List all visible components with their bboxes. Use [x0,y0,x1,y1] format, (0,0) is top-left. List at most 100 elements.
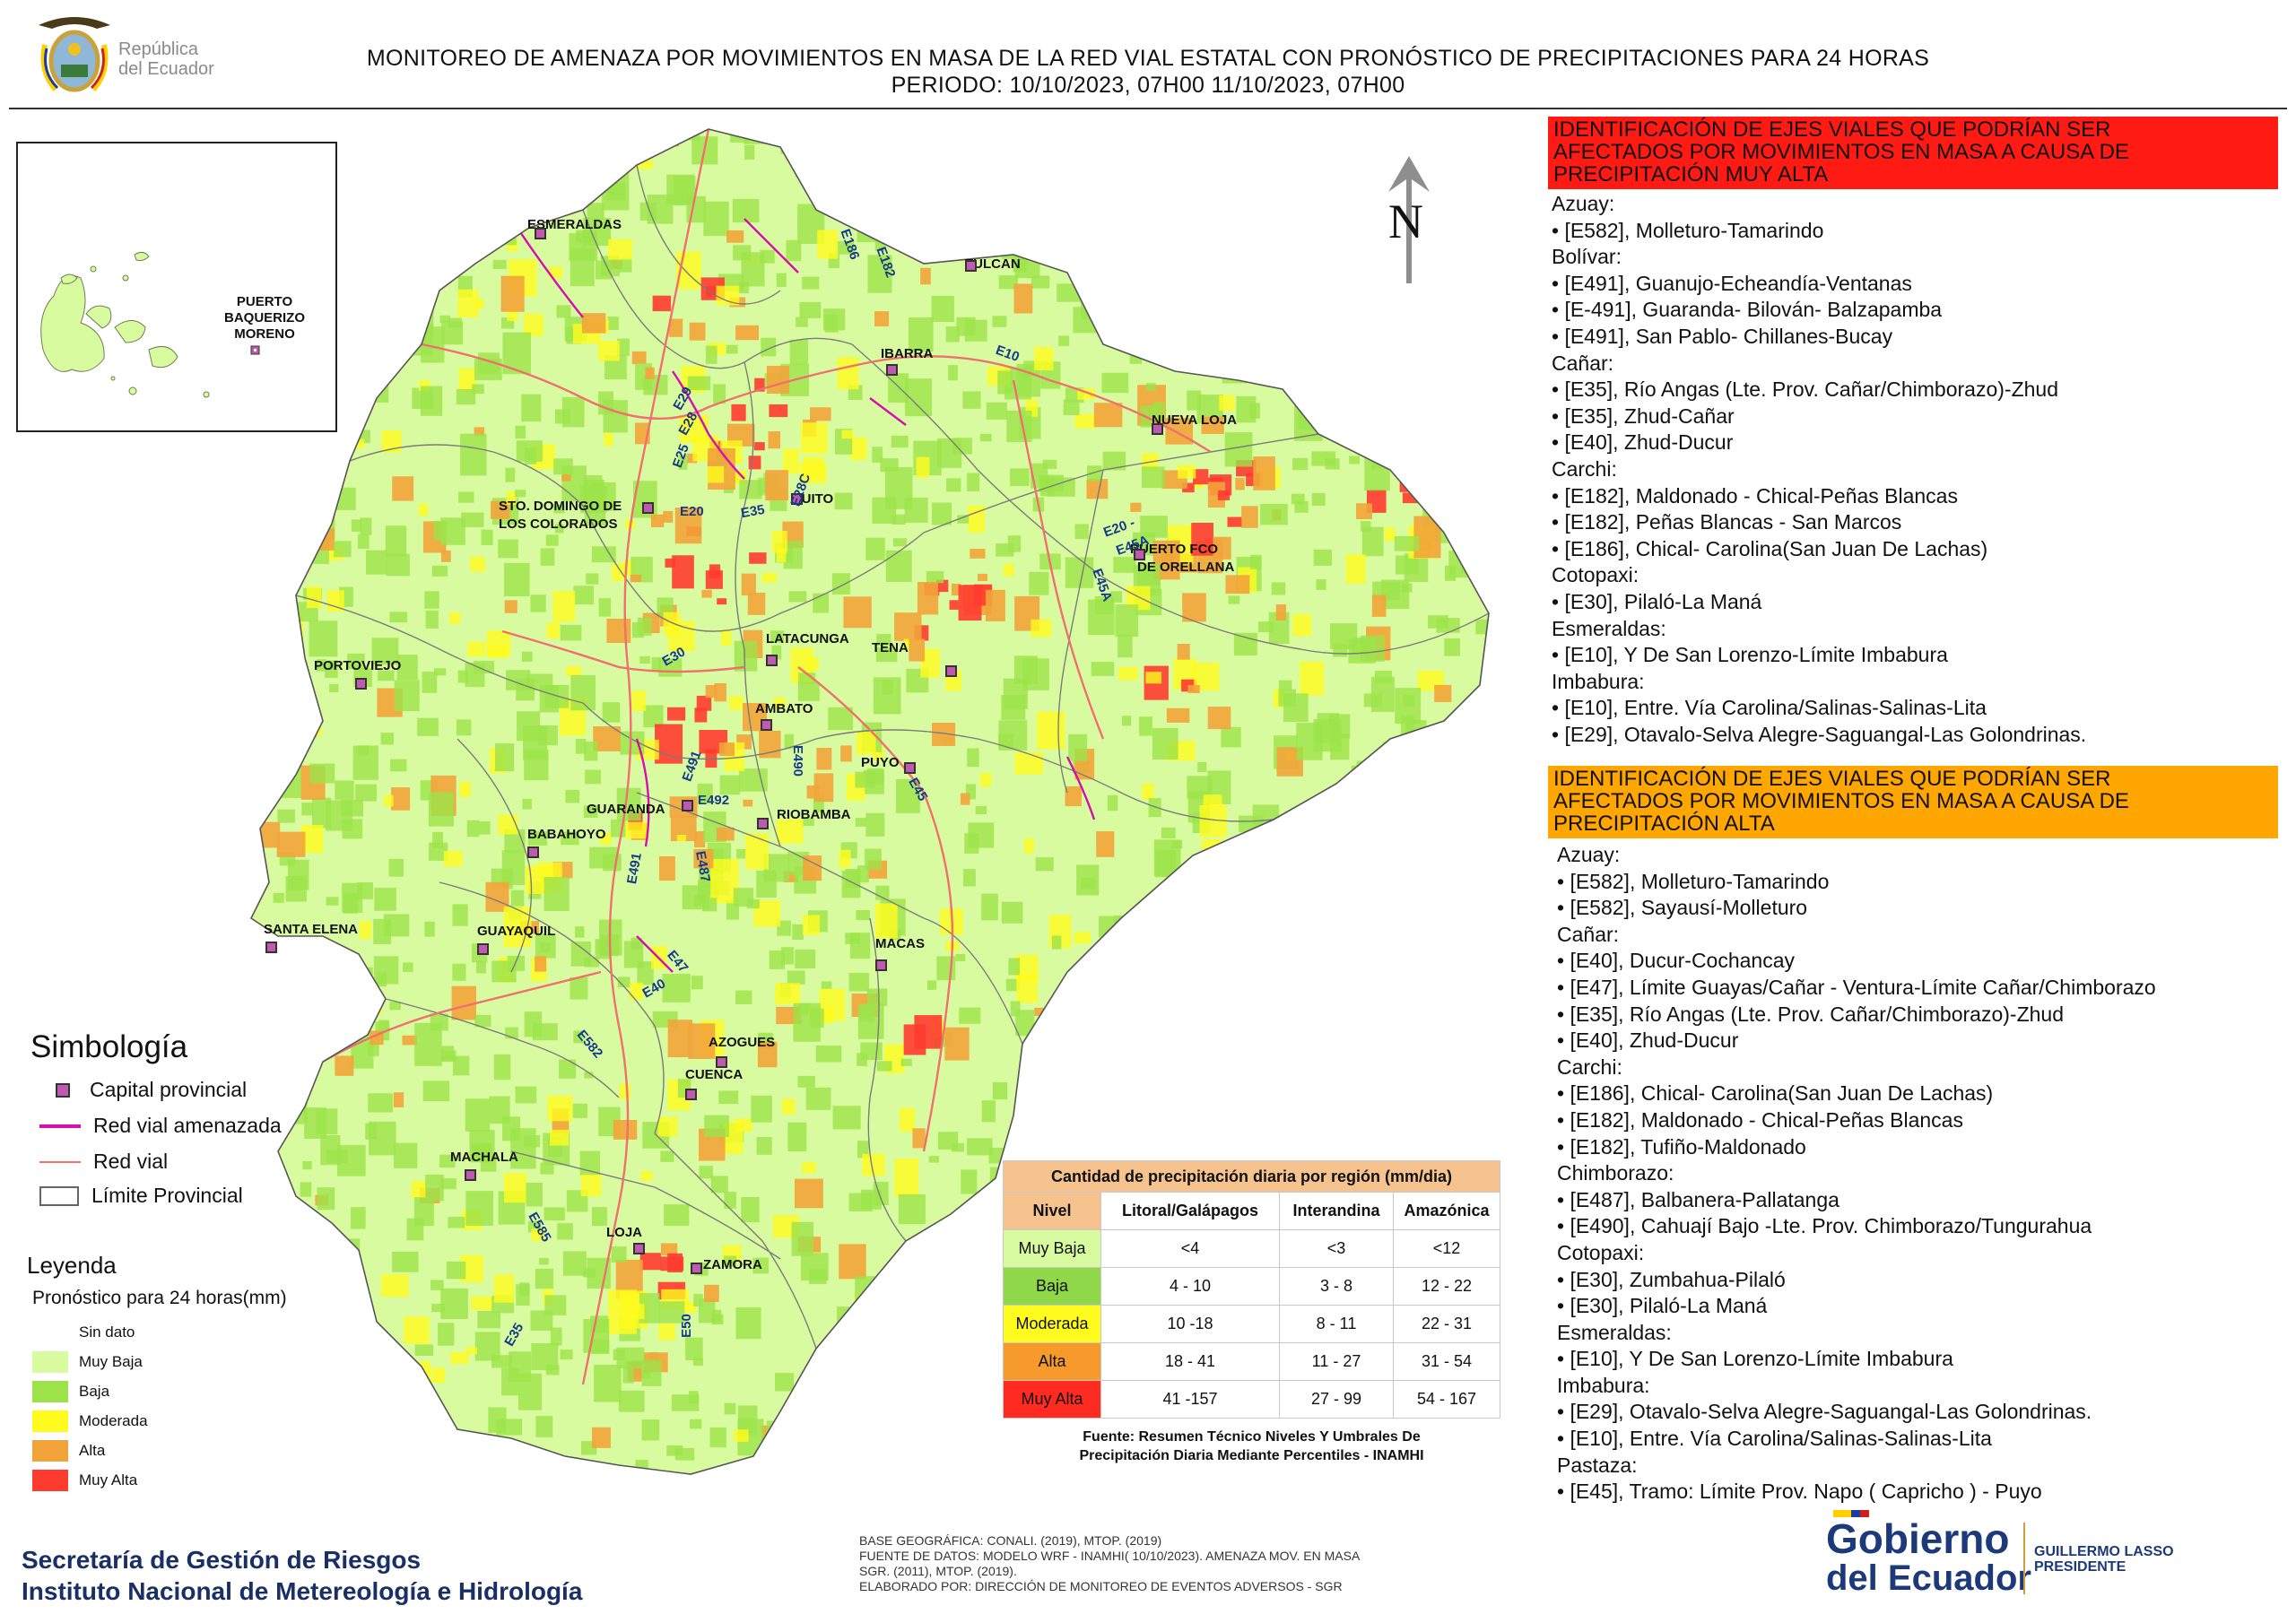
forecast-cell [1196,934,1208,950]
forecast-cell [1501,229,1529,270]
forecast-cell [1073,1081,1101,1104]
forecast-cell [1352,1000,1377,1027]
forecast-cell [251,169,253,176]
forecast-cell [309,1327,321,1337]
forecast-cell [948,1448,968,1474]
forecast-cell [939,1362,957,1376]
forecast-cell [1311,988,1329,1003]
forecast-cell [460,1488,474,1492]
forecast-cell [1330,623,1358,649]
forecast-cell [336,282,360,308]
forecast-cell [1240,900,1254,915]
forecast-cell [662,973,691,1002]
forecast-cell [1531,1327,1534,1363]
forecast-cell [1370,410,1399,430]
forecast-cell [1371,888,1395,914]
forecast-cell [1516,1030,1534,1063]
forecast-cell [251,1204,280,1228]
forecast-cell [666,1445,683,1456]
forecast-cell [1056,237,1074,249]
forecast-cell [269,564,290,580]
capital-marker [1134,549,1145,560]
forecast-cell [417,717,439,736]
precip-cell-lit: 41 -157 [1100,1380,1280,1419]
forecast-cell [1527,485,1534,503]
forecast-cell [617,338,630,356]
forecast-cell [844,1454,857,1472]
forecast-cell [557,1223,573,1240]
forecast-cell [1167,965,1181,983]
forecast-cell [311,416,322,424]
forecast-cell [953,1397,964,1412]
forecast-cell [596,1476,624,1492]
forecast-cell [1498,1001,1513,1011]
forecast-cell [898,1258,926,1302]
forecast-cell [1193,469,1209,485]
forecast-cell [279,200,289,215]
forecast-cell [1509,827,1522,838]
forecast-cell [1389,404,1407,430]
forecast-cell [1287,885,1300,898]
forecast-cell [608,239,632,260]
forecast-cell [658,117,667,125]
forecast-cell [1160,1079,1174,1093]
forecast-cell [1413,461,1425,476]
forecast-cell [1119,168,1144,188]
forecast-cell [1515,969,1529,983]
forecast-cell [1498,134,1525,163]
forecast-cell [689,322,706,341]
forecast-cell [1090,184,1119,219]
forecast-cell [1479,1095,1489,1126]
forecast-cell [975,805,987,815]
forecast-cell [496,1419,523,1436]
north-arrow-icon [1378,152,1440,287]
panel-orange-header: IDENTIFICACIÓN DE EJES VIALES QUE PODRÍA… [1548,766,2278,838]
forecast-cell [1205,282,1222,299]
forecast-cell [1140,516,1168,538]
forecast-cell [1068,733,1088,761]
forecast-cell [1228,595,1240,604]
forecast-cell [546,622,561,638]
forecast-cell [1101,198,1118,212]
forecast-cell [1451,296,1480,330]
forecast-cell [1263,130,1283,149]
forecast-cell [957,239,970,248]
forecast-cell [895,778,920,813]
forecast-cell [623,560,635,576]
forecast-cell [324,138,352,161]
forecast-cell [882,680,893,695]
forecast-cell [1408,314,1436,332]
forecast-cell [904,497,928,523]
forecast-cell [1510,870,1522,881]
forecast-cell [603,854,622,872]
forecast-cell [926,980,937,990]
city-label: RIOBAMBA [777,807,851,822]
forecast-cell [658,1301,685,1324]
forecast-cell [440,1288,468,1320]
forecast-cell [1283,693,1309,723]
forecast-cell [1004,156,1032,200]
forecast-cell [526,1182,543,1207]
panel-line: Cotopaxi: [1552,563,1639,587]
forecast-cell [1001,901,1023,924]
forecast-cell [540,548,555,566]
forecast-cell [572,1103,588,1118]
forecast-cell [550,1327,562,1346]
forecast-cell [456,719,472,736]
forecast-cell [1081,878,1096,890]
city-label: PUYO [861,755,900,770]
forecast-cell [261,492,275,503]
forecast-cell [813,158,835,177]
forecast-cell [1369,922,1380,939]
forecast-cell [955,953,966,961]
forecast-cell [734,640,758,672]
forecast-cell [1356,760,1384,803]
forecast-cell [693,831,706,848]
forecast-cell [1510,1365,1525,1377]
forecast-cell [612,563,626,582]
forecast-cell [1495,883,1518,909]
forecast-cell [500,275,525,312]
forecast-cell [1512,477,1534,499]
forecast-cell [824,314,839,333]
forecast-cell [579,1150,601,1176]
